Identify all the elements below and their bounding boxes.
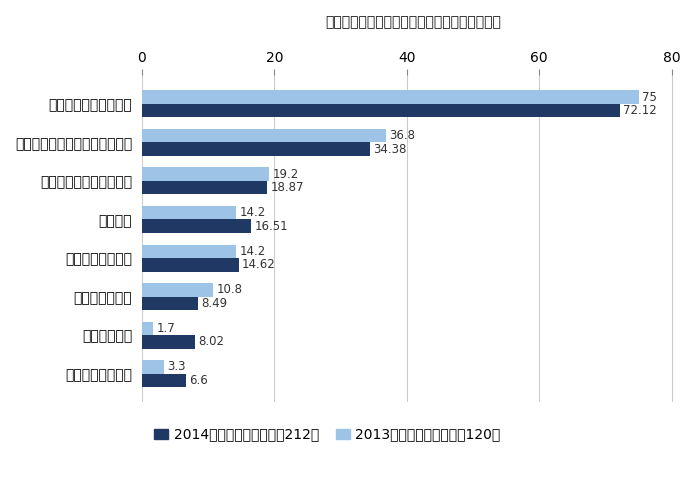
Bar <box>142 142 370 156</box>
Text: 18.87: 18.87 <box>270 181 304 194</box>
Text: 3.3: 3.3 <box>167 361 186 373</box>
Bar <box>142 322 153 335</box>
Text: 14.2: 14.2 <box>239 206 265 219</box>
Legend: 2014年調査（有効回答数212）, 2013年調査（有効回答数120）: 2014年調査（有効回答数212）, 2013年調査（有効回答数120） <box>149 422 506 447</box>
Bar <box>142 219 251 233</box>
Bar <box>142 167 269 181</box>
Bar <box>142 258 239 272</box>
Text: 34.38: 34.38 <box>373 143 406 156</box>
Bar <box>142 90 638 104</box>
Text: 75: 75 <box>642 90 657 104</box>
Bar <box>142 283 214 296</box>
Text: 1.7: 1.7 <box>157 322 175 335</box>
Bar <box>142 335 195 349</box>
Bar <box>142 206 236 219</box>
Text: 8.02: 8.02 <box>198 335 225 348</box>
Text: 14.62: 14.62 <box>242 258 276 271</box>
Bar <box>142 104 620 117</box>
Text: 36.8: 36.8 <box>389 129 415 142</box>
Bar <box>142 374 186 387</box>
Text: 10.8: 10.8 <box>217 284 243 296</box>
Bar <box>142 360 164 374</box>
Text: 14.2: 14.2 <box>239 245 265 258</box>
Text: 6.6: 6.6 <box>189 374 208 387</box>
Text: 16.51: 16.51 <box>255 220 288 233</box>
Bar <box>142 245 236 258</box>
Title: 営業利益見込み「改善」理由内訳（複数回答）: 営業利益見込み「改善」理由内訳（複数回答） <box>326 15 501 29</box>
Text: 19.2: 19.2 <box>272 167 299 181</box>
Bar <box>142 129 386 142</box>
Text: 8.49: 8.49 <box>202 297 228 310</box>
Text: 72.12: 72.12 <box>623 104 657 117</box>
Bar <box>142 181 267 195</box>
Bar <box>142 296 198 310</box>
